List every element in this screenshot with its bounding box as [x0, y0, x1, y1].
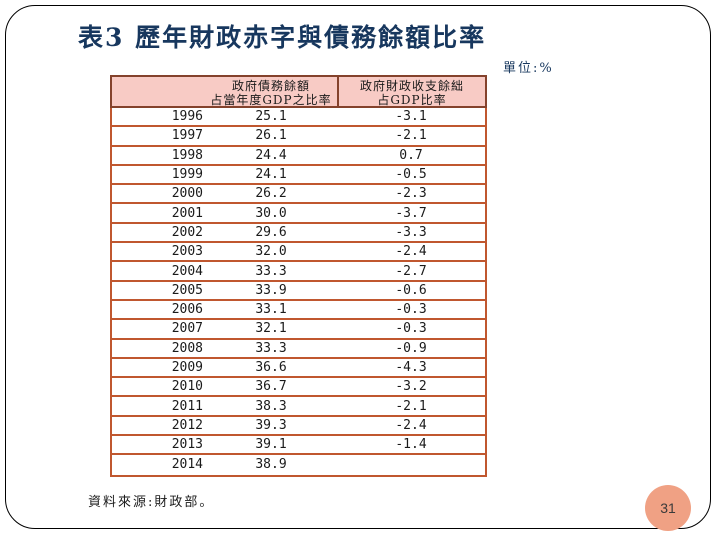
- fiscal-balance-cell: -3.3: [395, 224, 427, 240]
- table-row: 1999 24.1 -0.5: [112, 166, 485, 186]
- year-cell: 2002: [171, 224, 203, 240]
- year-cell: 2009: [171, 360, 203, 375]
- source-note: 資料來源:財政部。: [88, 495, 215, 510]
- table-row: 2009 36.6 -4.3: [112, 359, 485, 379]
- header-fiscal-balance-column: 政府財政收支餘絀 占GDP比率: [337, 77, 485, 107]
- year-cell: 2005: [171, 282, 203, 298]
- unit-label: 單位:%: [503, 61, 554, 76]
- fiscal-balance-cell: -0.3: [395, 321, 427, 337]
- table-row: 2014 38.9: [112, 455, 485, 474]
- fiscal-balance-cell: -0.5: [395, 167, 427, 183]
- fiscal-balance-cell: -2.4: [395, 417, 427, 433]
- year-cell: 2008: [171, 340, 203, 356]
- fiscal-balance-cell: -3.1: [395, 109, 427, 125]
- debt-ratio-cell: 38.9: [255, 457, 287, 473]
- debt-ratio-cell: 24.4: [255, 147, 287, 163]
- year-cell: 2014: [171, 457, 203, 473]
- debt-ratio-cell: 32.0: [255, 244, 287, 260]
- debt-ratio-cell: 24.1: [255, 167, 287, 183]
- debt-ratio-cell: 39.1: [255, 437, 287, 453]
- debt-ratio-cell: 29.6: [255, 224, 287, 240]
- slide-border: [5, 5, 711, 529]
- slide-title: 表3 歷年財政赤字與債務餘額比率: [78, 23, 487, 52]
- header-balance-line1: 政府財政收支餘絀: [359, 79, 464, 93]
- header-year-column: [112, 77, 205, 106]
- table-row: 2012 39.3 -2.4: [112, 417, 485, 437]
- fiscal-balance-cell: -1.4: [395, 437, 427, 453]
- fiscal-balance-cell: -4.3: [395, 360, 427, 375]
- year-cell: 2004: [171, 263, 203, 279]
- table-body: 1996 25.1 -3.1 1997 26.1 -2.1 1998 24.4 …: [110, 108, 487, 477]
- debt-ratio-cell: 26.1: [255, 128, 287, 144]
- table-row: 2011 38.3 -2.1: [112, 397, 485, 417]
- fiscal-balance-cell: -0.3: [395, 302, 427, 318]
- debt-ratio-cell: 36.7: [255, 379, 287, 395]
- year-cell: 1998: [171, 147, 203, 163]
- table-row: 1998 24.4 0.7: [112, 147, 485, 166]
- fiscal-balance-cell: -2.4: [395, 244, 427, 260]
- year-cell: 1999: [171, 167, 203, 183]
- year-cell: 2003: [171, 244, 203, 260]
- fiscal-data-table: 政府債務餘額 占當年度GDP之比率 政府財政收支餘絀 占GDP比率 1996 2…: [110, 75, 487, 477]
- fiscal-balance-cell: -2.7: [395, 263, 427, 279]
- debt-ratio-cell: 30.0: [255, 205, 287, 221]
- table-row: 2007 32.1 -0.3: [112, 320, 485, 340]
- year-cell: 2007: [171, 321, 203, 337]
- debt-ratio-cell: 36.6: [255, 360, 287, 375]
- table-row: 2006 33.1 -0.3: [112, 301, 485, 321]
- year-cell: 2006: [171, 302, 203, 318]
- debt-ratio-cell: 33.3: [255, 263, 287, 279]
- year-cell: 2010: [171, 379, 203, 395]
- fiscal-balance-cell: -2.3: [395, 186, 427, 202]
- fiscal-balance-cell: -2.1: [395, 128, 427, 144]
- debt-ratio-cell: 26.2: [255, 186, 287, 202]
- fiscal-balance-cell: -3.2: [395, 379, 427, 395]
- table-header-row: 政府債務餘額 占當年度GDP之比率 政府財政收支餘絀 占GDP比率: [110, 75, 487, 108]
- debt-ratio-cell: 33.3: [255, 340, 287, 356]
- fiscal-balance-cell: 0.7: [399, 147, 423, 163]
- table-row: 2002 29.6 -3.3: [112, 224, 485, 244]
- table-row: 2001 30.0 -3.7: [112, 204, 485, 224]
- table-row: 2010 36.7 -3.2: [112, 378, 485, 398]
- fiscal-balance-cell: -0.6: [395, 282, 427, 298]
- table-row: 2005 33.9 -0.6: [112, 282, 485, 301]
- table-row: 2008 33.3 -0.9: [112, 340, 485, 359]
- debt-ratio-cell: 33.1: [255, 302, 287, 318]
- year-cell: 2012: [171, 417, 203, 433]
- fiscal-balance-cell: -2.1: [395, 398, 427, 414]
- debt-ratio-cell: 39.3: [255, 417, 287, 433]
- year-cell: 1996: [171, 109, 203, 125]
- header-balance-line2: 占GDP比率: [377, 93, 447, 107]
- table-row: 2000 26.2 -2.3: [112, 185, 485, 205]
- debt-ratio-cell: 32.1: [255, 321, 287, 337]
- table-row: 2004 33.3 -2.7: [112, 262, 485, 282]
- page-number-badge: 31: [645, 485, 691, 531]
- table-row: 2003 32.0 -2.4: [112, 243, 485, 263]
- fiscal-balance-cell: -3.7: [395, 205, 427, 221]
- debt-ratio-cell: 38.3: [255, 398, 287, 414]
- header-debt-line2: 占當年度GDP之比率: [210, 93, 332, 107]
- year-cell: 2000: [171, 186, 203, 202]
- fiscal-balance-cell: -0.9: [395, 340, 427, 356]
- debt-ratio-cell: 25.1: [255, 109, 287, 125]
- header-debt-ratio-column: 政府債務餘額 占當年度GDP之比率: [205, 77, 337, 107]
- debt-ratio-cell: 33.9: [255, 282, 287, 298]
- table-row: 2013 39.1 -1.4: [112, 436, 485, 456]
- page-number: 31: [660, 500, 676, 516]
- table-row: 1997 26.1 -2.1: [112, 127, 485, 147]
- year-cell: 1997: [171, 128, 203, 144]
- year-cell: 2011: [171, 398, 203, 414]
- header-debt-line1: 政府債務餘額: [231, 79, 310, 93]
- year-cell: 2013: [171, 437, 203, 453]
- table-row: 1996 25.1 -3.1: [112, 108, 485, 128]
- year-cell: 2001: [171, 205, 203, 221]
